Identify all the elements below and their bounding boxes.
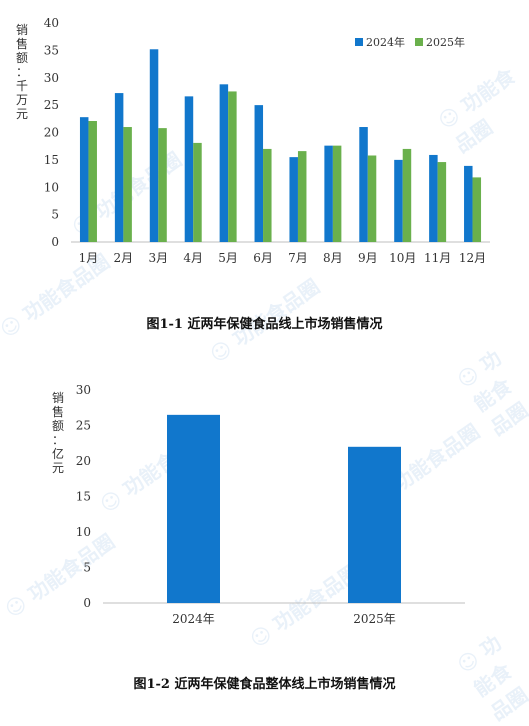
y-tick-label: 5 [51,208,59,222]
y-axis-label-char: ： [16,65,28,79]
x-tick-label: 8月 [323,251,343,265]
x-tick-label: 9月 [358,251,378,265]
monthly-sales-chart: 0 5 10 15 20 25 30 35 40 销售额：千万元 1月 2月 3月 4月 5月 6月 7月 8月 9… [0,0,529,345]
x-tick-label: 2024年 [172,612,215,626]
y-tick-label: 15 [76,490,91,504]
y-axis-label-char: 额 [16,51,28,65]
y-axis-label-char: 售 [52,404,64,419]
y-axis-label-char: 千 [16,79,28,93]
y-axis-label-char: 售 [16,36,28,51]
y-axis-label-char: 销 [52,391,64,405]
bar-2024年-12月 [464,165,473,242]
yearly-sales-chart: 0 5 10 15 20 25 30 销售额：亿元 2024年 2025年 [0,370,529,702]
y-tick-label: 10 [76,525,91,539]
bar-2025年-6月 [263,148,272,242]
bar-2025年-10月 [402,148,412,242]
x-tick-label: 12月 [459,251,486,265]
bar-2025年-11月 [437,162,447,242]
y-tick-label: 10 [44,180,59,194]
legend-label: 2025年 [426,35,465,49]
y-tick-label: 20 [76,454,91,468]
bar-2024年-5月 [219,84,229,242]
monthly-sales-chart-svg: 0 5 10 15 20 25 30 35 40 销售额：千万元 1月 2月 3月 4月 5月 6月 7月 8月 9… [16,16,490,265]
bar-series-2024年 [167,414,220,603]
bar-2024年-7月 [289,157,298,242]
y-axis-label-char: ： [52,433,64,447]
bar-2024年-10月 [394,159,403,242]
y-tick-label: 30 [76,383,91,397]
x-tick-label: 5月 [218,251,238,265]
bar-series-2025年 [348,446,401,603]
bar-2024年-8月 [324,145,333,242]
y-axis-label-char: 元 [16,107,28,121]
x-tick-label: 4月 [183,251,203,265]
y-tick-label: 25 [76,419,91,433]
bar-2025年-7月 [297,151,307,242]
y-tick-label: 35 [44,43,59,57]
legend-label: 2024年 [366,35,405,49]
x-tick-label: 11月 [424,251,451,265]
bar-2024年-2月 [114,93,124,242]
bar-2024年-9月 [359,127,368,242]
x-tick-label: 3月 [148,251,168,265]
x-tick-label: 1月 [79,251,99,265]
legend-swatch [415,38,423,46]
x-tick-label: 10月 [389,251,416,265]
y-tick-label: 40 [44,16,59,30]
y-tick-label: 0 [83,596,91,610]
bar-2024年-3月 [149,49,159,242]
legend-swatch [355,38,363,46]
bar-2024年-4月 [184,96,194,243]
y-axis-label-char: 亿 [52,446,64,461]
bar-2024年-6月 [254,105,264,242]
bar-2025年-1月 [88,121,97,242]
y-tick-label: 0 [51,235,59,249]
x-tick-label: 2月 [114,251,134,265]
x-tick-label: 2025年 [353,612,396,626]
chart2-caption: 图1-2 近两年保健食品整体线上市场销售情况 [133,677,396,692]
bar-2025年-9月 [367,155,377,242]
bar-2024年-1月 [79,117,89,242]
y-tick-label: 25 [44,98,59,112]
bar-2025年-8月 [332,145,342,242]
bar-2025年-2月 [123,127,132,242]
y-axis-label-char: 元 [52,461,64,475]
bar-2025年-5月 [228,91,237,242]
y-axis-label-char: 额 [52,419,64,433]
bar-2025年-4月 [193,142,202,242]
bar-2024年-11月 [429,154,438,242]
bar-2025年-12月 [472,177,482,242]
x-tick-label: 6月 [253,251,273,265]
y-tick-label: 5 [83,561,91,575]
bar-2025年-3月 [158,128,167,242]
y-tick-label: 15 [44,153,59,167]
y-axis-label-char: 销 [16,23,28,37]
y-tick-label: 20 [44,126,59,140]
yearly-sales-chart-svg: 0 5 10 15 20 25 30 销售额：亿元 2024年 2025年 [52,383,465,626]
x-tick-label: 7月 [288,251,308,265]
y-axis-label-char: 万 [16,93,28,107]
chart1-caption: 图1-1 近两年保健食品线上市场销售情况 [146,317,383,332]
y-tick-label: 30 [44,71,59,85]
